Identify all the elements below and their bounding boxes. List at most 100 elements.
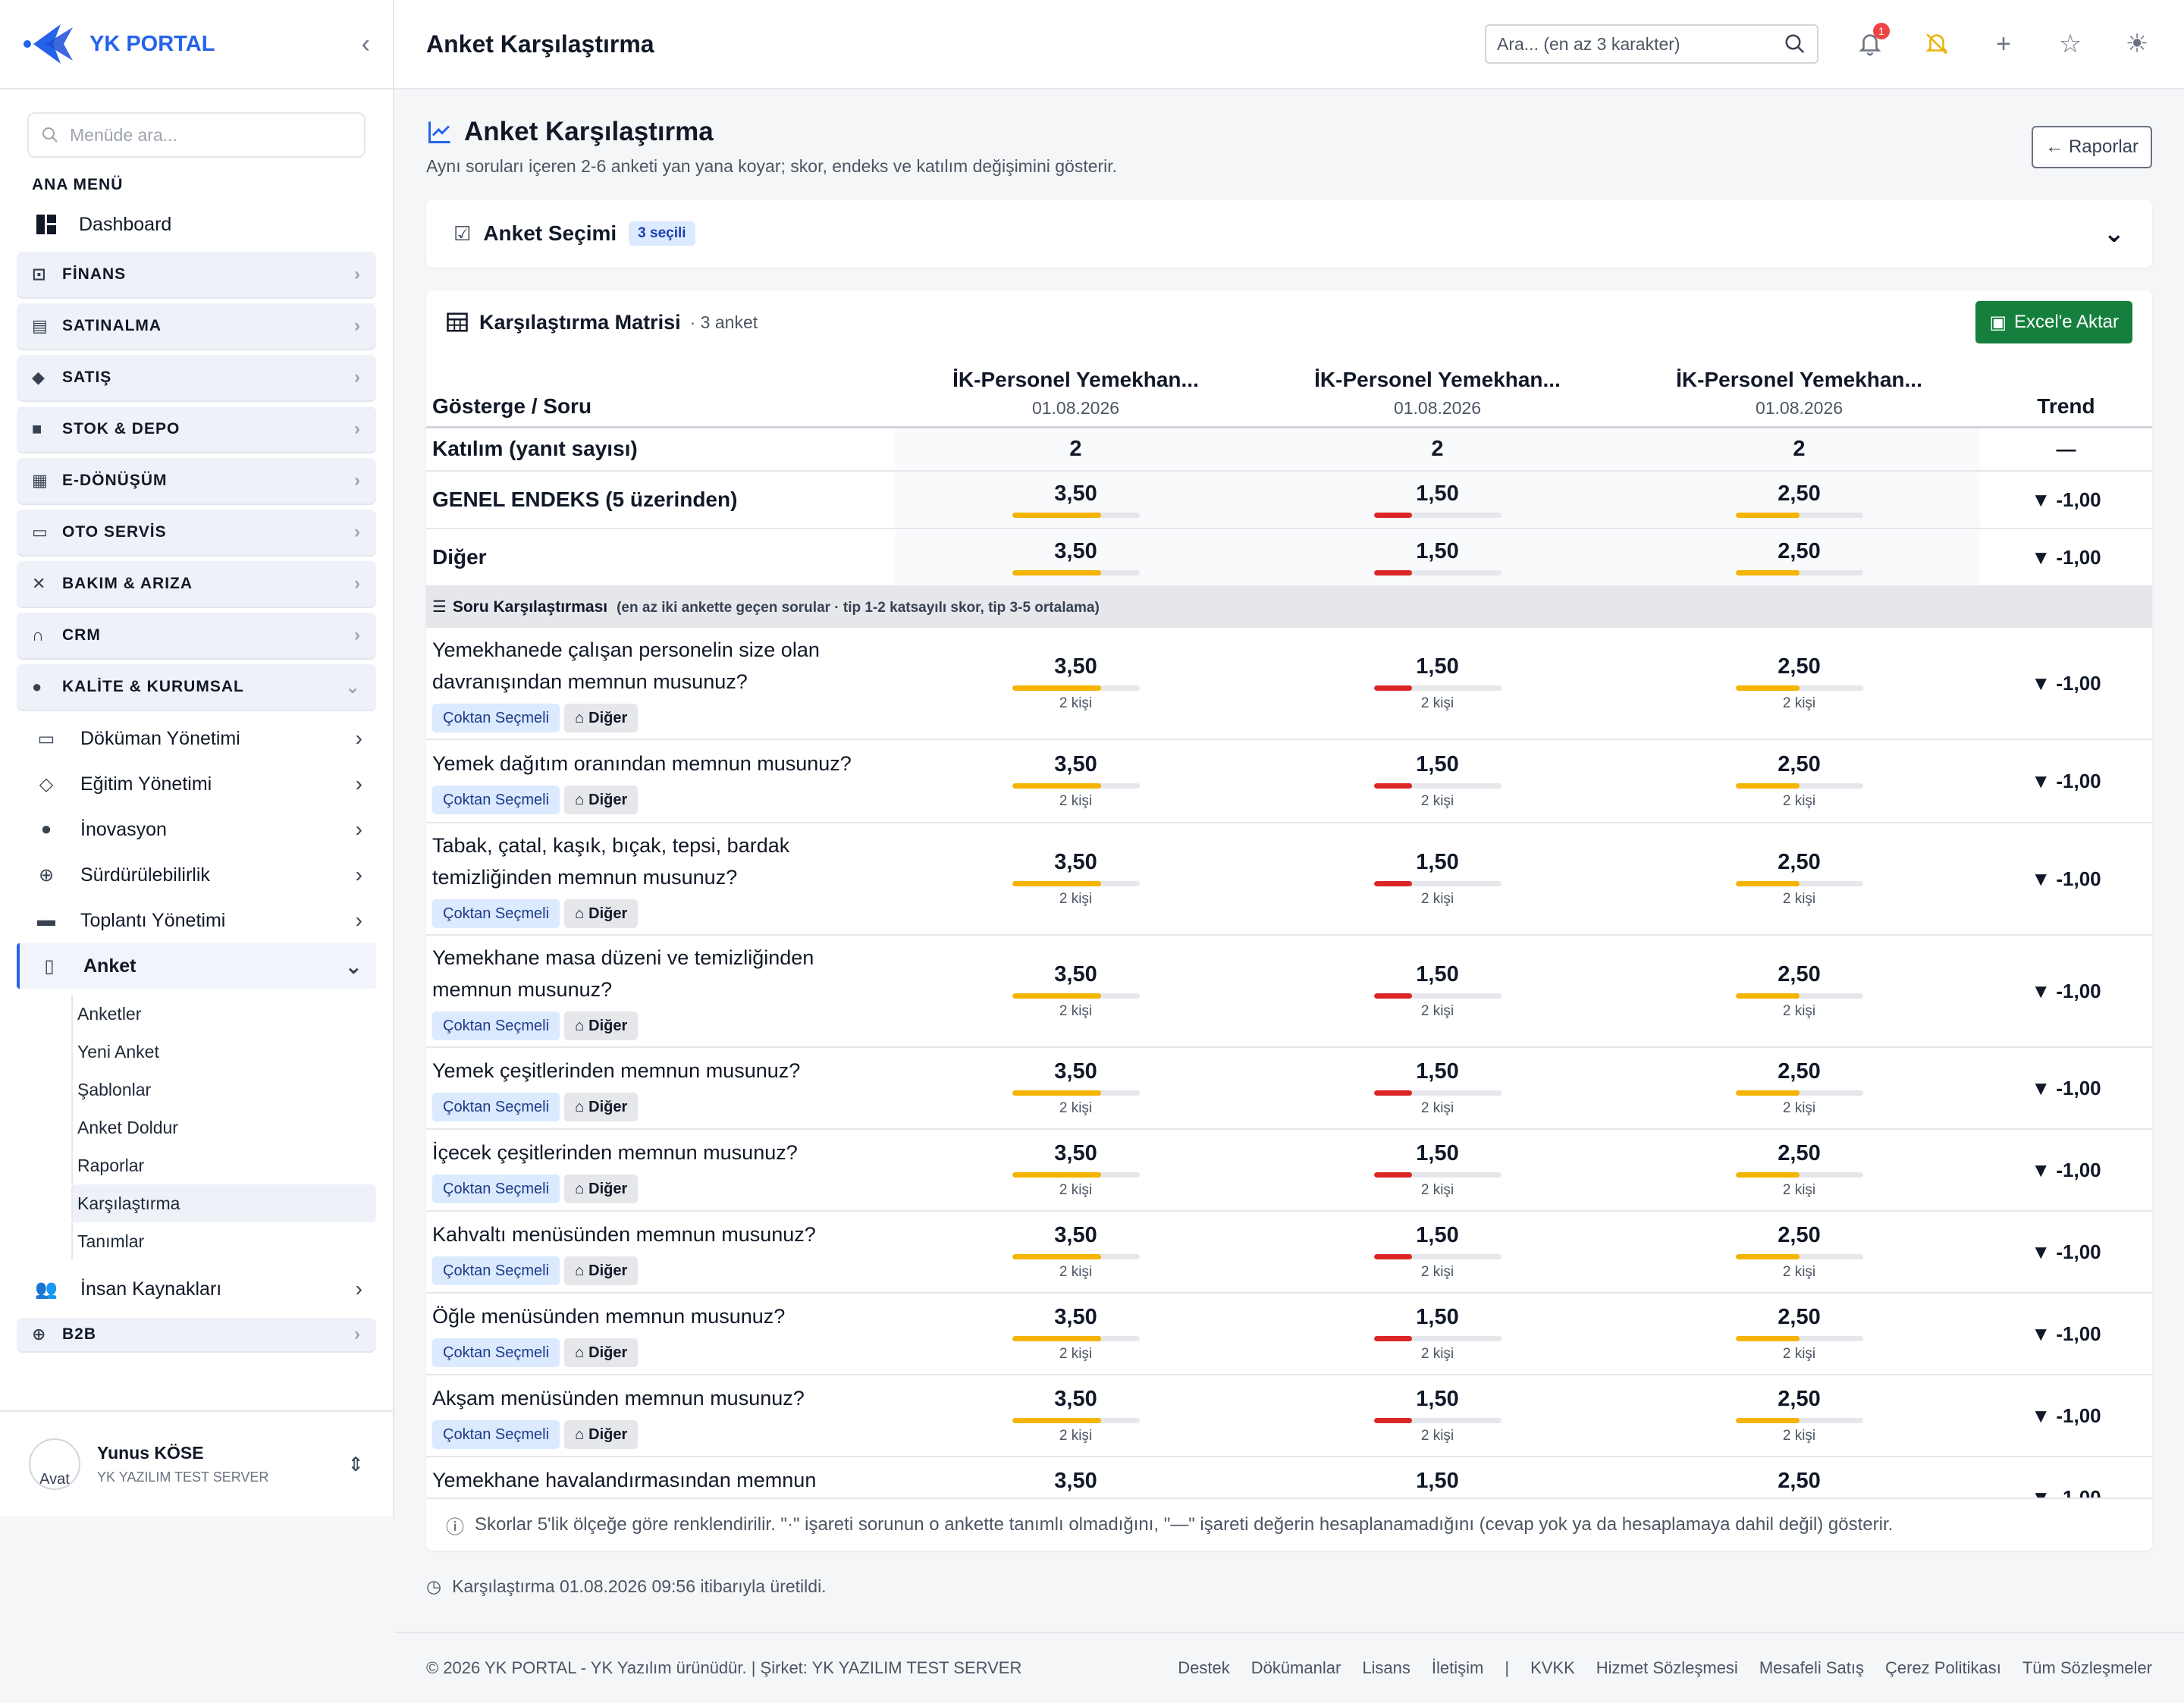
sidebar-leaf-anketler[interactable]: Anketler: [71, 995, 376, 1033]
export-excel-button[interactable]: ▣ Excel'e Aktar: [1975, 301, 2132, 343]
respondent-count: 2 kişi: [1420, 1264, 1454, 1280]
topbar: Anket Karşılaştırma Ara... (en az 3 kara…: [394, 0, 2184, 89]
sidebar-leaf-tanimlar[interactable]: Tanımlar: [71, 1222, 376, 1260]
sidebar-item-dashboard[interactable]: Dashboard: [0, 203, 393, 246]
sidebar-group-satis[interactable]: ◆ SATIŞ ›: [17, 355, 376, 400]
bell-off-icon[interactable]: [1922, 29, 1952, 59]
file-excel-icon: ▣: [1989, 312, 2007, 333]
question-text: Yemek dağıtım oranından memnun musunuz?: [432, 752, 852, 775]
car-icon: ▭: [32, 522, 49, 541]
score-bar: [1012, 881, 1140, 886]
sidebar-leaf-yeni-anket[interactable]: Yeni Anket: [71, 1033, 376, 1071]
menu-search-input[interactable]: Menüde ara...: [27, 112, 366, 158]
section-title: Soru Karşılaştırması: [452, 597, 608, 616]
sidebar-group-satinalma[interactable]: ▤ SATINALMA ›: [17, 303, 376, 349]
group-label: FİNANS: [62, 265, 127, 283]
survey-selection-panel[interactable]: ☑ Anket Seçimi 3 seçili ⌄: [426, 199, 2152, 268]
headset-icon: ∩: [32, 626, 45, 645]
score-bar: [1373, 513, 1502, 518]
score-value: 1,50: [1416, 1469, 1459, 1493]
sidebar-group-crm[interactable]: ∩ CRM ›: [17, 613, 376, 658]
sidebar-item-insan-kaynaklari[interactable]: 👥 İnsan Kaynakları ›: [17, 1266, 376, 1312]
collapse-sidebar-icon[interactable]: ‹: [361, 29, 370, 58]
score-bar: [1012, 783, 1140, 789]
sidebar-leaf-raporlar[interactable]: Raporlar: [71, 1146, 376, 1184]
bell-icon[interactable]: 1: [1855, 23, 1890, 59]
participation-value: 2: [895, 427, 1257, 472]
sidebar-group-b2b[interactable]: ⊕ B2B ›: [17, 1318, 376, 1351]
trending-up-icon: [428, 121, 450, 143]
question-tags: Çoktan Seçmeli ⌂ Diğer: [432, 1335, 889, 1367]
back-to-reports-button[interactable]: ← Raporlar: [2032, 126, 2152, 168]
score-cell: 1,502 kişi: [1257, 1457, 1618, 1498]
footer-link[interactable]: Hizmet Sözleşmesi: [1596, 1658, 1738, 1677]
sidebar-item-egitim[interactable]: ◇ Eğitim Yönetimi ›: [17, 761, 376, 807]
sidebar-leaf-sablonlar[interactable]: Şablonlar: [71, 1071, 376, 1109]
matrix-table-wrapper[interactable]: Gösterge / Soru İK-Personel Yemekhan... 01…: [426, 354, 2152, 1498]
table-row-question: Yemekhane masa düzeni ve temizliğinden m…: [426, 935, 2152, 1048]
sidebar-group-otoservis[interactable]: ▭ OTO SERVİS ›: [17, 510, 376, 555]
table-row-question: İçecek çeşitlerinden memnun musunuz? Çokt…: [426, 1129, 2152, 1212]
user-profile[interactable]: Avat Yunus KÖSE YK YAZILIM TEST SERVER ⇕: [0, 1410, 393, 1516]
star-icon[interactable]: ☆: [2058, 30, 2082, 58]
globe-icon: ⊕: [38, 864, 55, 886]
sidebar-leaf-anket-doldur[interactable]: Anket Doldur: [71, 1109, 376, 1146]
column-header-survey[interactable]: İK-Personel Yemekhan... 01.08.2026: [895, 354, 1257, 427]
plus-icon[interactable]: +: [1996, 29, 2011, 58]
users-icon: 👥: [35, 1278, 58, 1300]
tools-icon: ✕: [32, 574, 47, 593]
footer-link[interactable]: Dökümanlar: [1250, 1658, 1341, 1677]
respondent-count: 2 kişi: [1782, 1264, 1816, 1280]
footer-link[interactable]: İletişim: [1431, 1658, 1484, 1677]
column-header-survey[interactable]: İK-Personel Yemekhan... 01.08.2026: [1257, 354, 1618, 427]
comparison-matrix-card: Karşılaştırma Matrisi · 3 anket ▣ Excel'…: [426, 290, 2152, 1551]
score-cell: 2,50 2 kişi: [1618, 627, 1980, 740]
score-cell: 3,50 2 kişi: [895, 1047, 1257, 1130]
score-bar: [1373, 1336, 1502, 1341]
chevron-down-icon[interactable]: ⌄: [2103, 219, 2126, 248]
column-header-survey[interactable]: İK-Personel Yemekhan... 01.08.2026: [1618, 354, 1980, 427]
score-cell: 1,50: [1257, 528, 1618, 587]
sidebar-leaf-karsilastirma[interactable]: Karşılaştırma: [71, 1184, 376, 1222]
column-header-indicator: Gösterge / Soru: [432, 394, 592, 418]
score-bar: [1735, 1418, 1863, 1423]
score-cell: 2,50 2 kişi: [1618, 1047, 1980, 1130]
finance-icon: ⊡: [32, 265, 47, 284]
respondent-count: 2 kişi: [1059, 793, 1093, 809]
footer-link[interactable]: Tüm Sözleşmeler: [2022, 1658, 2152, 1677]
chevrons-up-down-icon[interactable]: ⇕: [347, 1452, 364, 1476]
score-value: 2,50: [1778, 752, 1821, 776]
sidebar-item-dokuman[interactable]: ▭ Döküman Yönetimi ›: [17, 716, 376, 761]
score-cell: 2,50: [1618, 471, 1980, 529]
footer-link[interactable]: Destek: [1178, 1658, 1230, 1677]
footer-link[interactable]: Çerez Politikası: [1885, 1658, 2001, 1677]
question-type-tag: Çoktan Seçmeli: [432, 1011, 560, 1040]
footer-link[interactable]: KVKK: [1530, 1658, 1575, 1677]
global-search-input[interactable]: Ara... (en az 3 karakter): [1485, 24, 1818, 64]
sidebar-item-inovasyon[interactable]: ● İnovasyon ›: [17, 807, 376, 852]
score-bar: [1735, 685, 1863, 691]
sidebar-item-toplanti[interactable]: ▬ Toplantı Yönetimi ›: [17, 898, 376, 943]
sidebar-group-finans[interactable]: ⊡ FİNANS ›: [17, 252, 376, 297]
sidebar-item-anket[interactable]: ▯ Anket ⌄: [17, 943, 376, 989]
tag-icon: ⌂: [575, 1098, 585, 1115]
score-bar: [1373, 993, 1502, 999]
chevron-down-icon: ⌄: [344, 954, 362, 978]
sidebar-item-surdurulebilirlik[interactable]: ⊕ Sürdürülebilirlik ›: [17, 852, 376, 898]
score-cell: 2,50 2 kişi: [1618, 935, 1980, 1048]
footer-link[interactable]: Lisans: [1362, 1658, 1410, 1677]
sidebar-group-bakim[interactable]: ✕ BAKIM & ARIZA ›: [17, 561, 376, 607]
score-value: 2,50: [1778, 481, 1821, 506]
score-cell: 3,50 2 kişi: [895, 1293, 1257, 1375]
sidebar-group-kalite[interactable]: ● KALİTE & KURUMSAL ⌄: [17, 664, 376, 710]
sub-label: Toplantı Yönetimi: [80, 909, 226, 931]
sidebar-group-stok[interactable]: ■ STOK & DEPO ›: [17, 406, 376, 452]
folder-icon: ▭: [37, 728, 55, 749]
score-value: 2,50: [1778, 850, 1821, 874]
score-value: 3,50: [1054, 1305, 1097, 1329]
table-row-question: Kahvaltı menüsünden memnun musunuz? Çokta…: [426, 1211, 2152, 1294]
sun-icon[interactable]: ☀: [2125, 30, 2149, 58]
footer-link[interactable]: Mesafeli Satış: [1759, 1658, 1864, 1677]
sidebar-group-edonusum[interactable]: ▦ E-DÖNÜŞÜM ›: [17, 458, 376, 503]
score-bar-fill: [1373, 570, 1412, 576]
